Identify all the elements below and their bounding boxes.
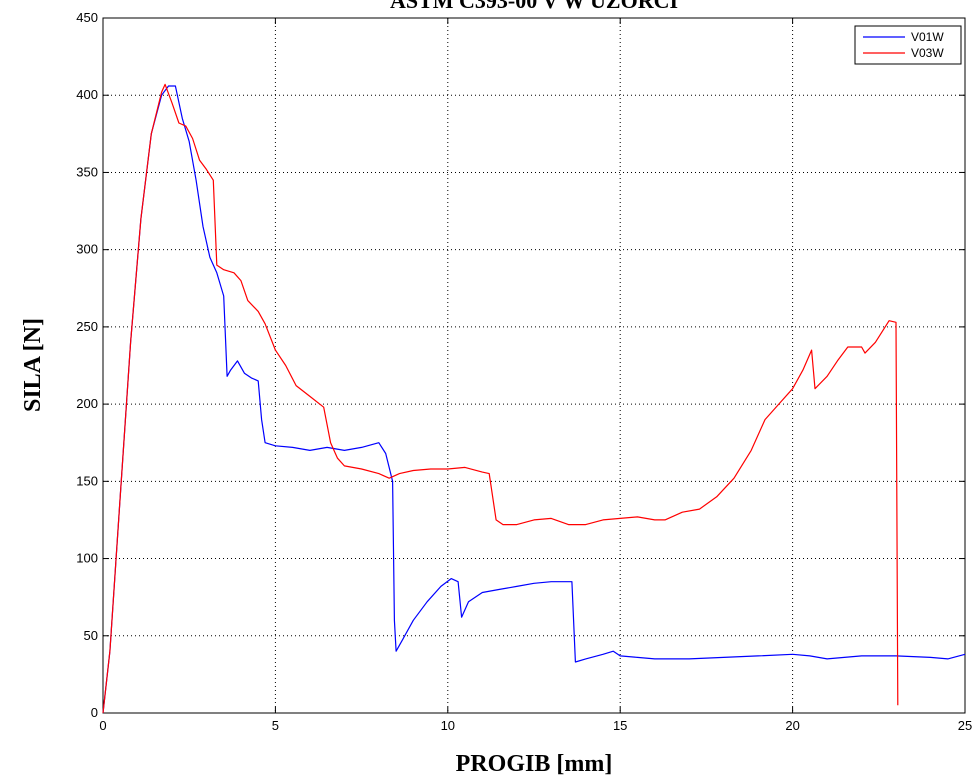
y-tick-label: 0 xyxy=(91,705,98,720)
x-axis-label: PROGIB [mm] xyxy=(456,751,613,777)
y-tick-label: 200 xyxy=(76,396,98,411)
y-tick-label: 450 xyxy=(76,10,98,25)
series-line-v01w xyxy=(102,85,966,714)
y-tick-label: 150 xyxy=(76,473,98,488)
series-group xyxy=(102,83,966,714)
y-tick-label: 100 xyxy=(76,551,98,566)
legend-box xyxy=(854,25,962,65)
y-tick-label: 350 xyxy=(76,164,98,179)
legend-label: V01W xyxy=(911,30,944,44)
x-tick-label: 5 xyxy=(272,718,279,733)
x-tick-label: 15 xyxy=(613,718,627,733)
y-tick-label: 250 xyxy=(76,319,98,334)
x-tick-label: 20 xyxy=(785,718,799,733)
x-tick-label: 25 xyxy=(958,718,972,733)
series-line-v03w xyxy=(102,83,899,714)
y-tick-label: 400 xyxy=(76,87,98,102)
y-axis-label: SILA [N] xyxy=(20,318,46,412)
legend: V01W V03W xyxy=(854,25,962,65)
legend-label: V03W xyxy=(911,46,944,60)
x-tick-label: 0 xyxy=(99,718,106,733)
y-tick-label: 50 xyxy=(84,628,98,643)
x-tick-label: 10 xyxy=(441,718,455,733)
grid xyxy=(103,18,965,713)
y-tick-label: 300 xyxy=(76,242,98,257)
plot-frame xyxy=(102,17,966,714)
chart-title: ASTM C393-00 V W UZORCI xyxy=(390,0,678,13)
